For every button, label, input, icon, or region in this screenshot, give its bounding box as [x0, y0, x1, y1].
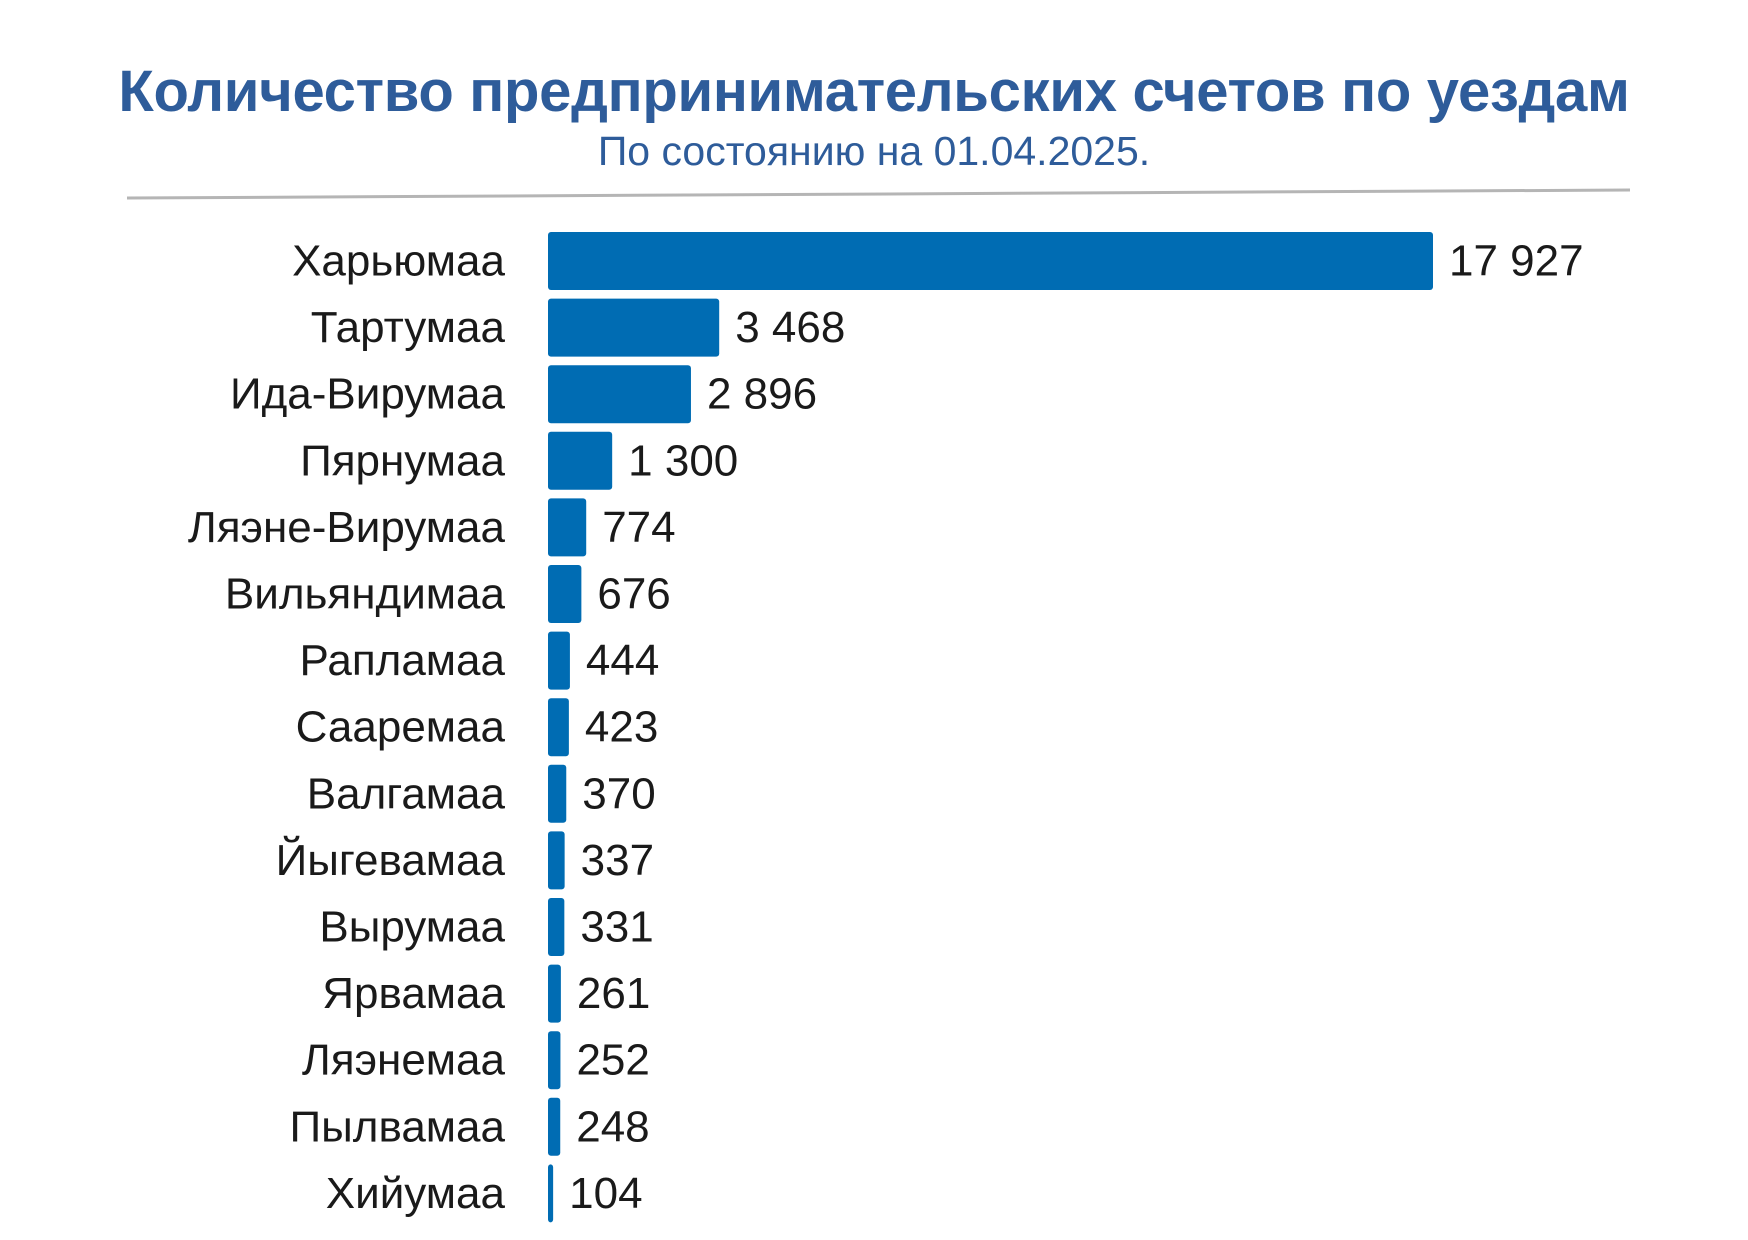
value-label: 17 927 — [1449, 237, 1584, 286]
category-label: Пылвамаа — [290, 1102, 506, 1151]
value-label: 1 300 — [628, 436, 738, 485]
bar — [548, 764, 567, 823]
category-label: Ида-Вирумаа — [230, 370, 506, 419]
bar — [548, 565, 582, 623]
value-label: 104 — [569, 1169, 642, 1218]
value-label: 3 468 — [735, 303, 845, 352]
value-label: 337 — [581, 836, 654, 885]
value-label: 423 — [585, 703, 658, 752]
bar — [548, 232, 1433, 290]
bar — [548, 1097, 561, 1156]
category-label: Вильяндимаа — [225, 570, 506, 619]
bar — [548, 498, 587, 557]
chart-title: Количество предпринимательских счетов по… — [118, 59, 1630, 124]
value-label: 774 — [602, 503, 675, 552]
category-label: Ярвамаа — [322, 969, 505, 1018]
bar — [548, 298, 720, 357]
chart-subtitle: По состоянию на 01.04.2025. — [597, 128, 1151, 174]
bar — [548, 631, 570, 690]
category-label: Сааремаа — [296, 703, 506, 752]
value-label: 261 — [577, 969, 650, 1018]
category-label: Валгамаа — [307, 769, 506, 818]
category-label: Рапламаа — [299, 636, 505, 685]
bar — [548, 365, 691, 424]
category-label: Йыгевамаа — [276, 834, 506, 885]
bar — [548, 964, 561, 1023]
value-label: 248 — [576, 1102, 649, 1151]
category-label: Ляэнемаа — [302, 1036, 506, 1085]
category-label: Тартумаа — [311, 303, 506, 352]
value-label: 444 — [586, 636, 659, 685]
bar — [548, 831, 565, 890]
bar — [548, 698, 569, 757]
category-label: Харьюмаа — [292, 237, 505, 286]
category-label: Вырумаа — [319, 903, 505, 952]
bar — [548, 1031, 561, 1090]
category-label: Ляэне-Вирумаа — [188, 503, 506, 552]
bar — [548, 898, 565, 956]
value-label: 676 — [597, 570, 670, 619]
value-label: 331 — [580, 903, 653, 952]
value-label: 370 — [582, 769, 655, 818]
value-label: 252 — [576, 1036, 649, 1085]
category-label: Хийумаа — [326, 1169, 506, 1218]
value-label: 2 896 — [707, 370, 817, 419]
bar — [548, 1164, 554, 1223]
category-label: Пярнумаа — [300, 436, 505, 485]
bar — [548, 431, 613, 490]
